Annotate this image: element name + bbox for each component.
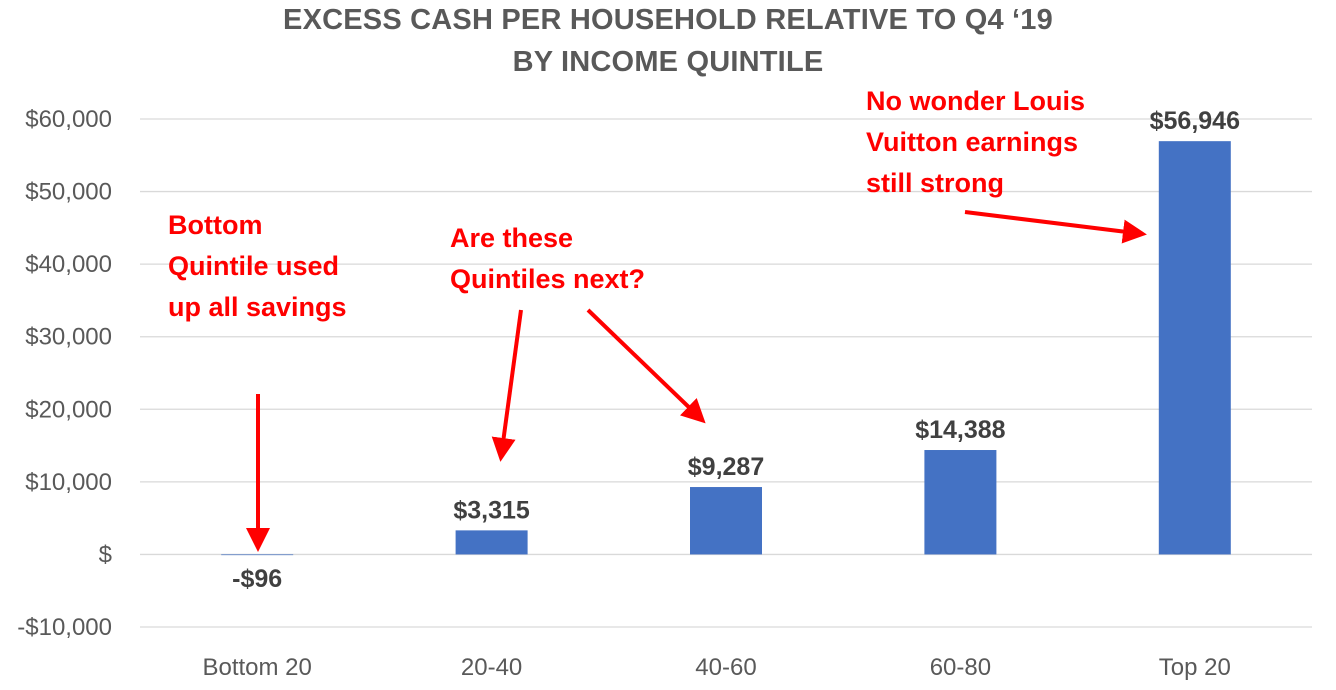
y-tick-label: $60,000 (25, 106, 112, 133)
bar-bottom-20 (221, 554, 294, 556)
y-tick-label: $10,000 (25, 469, 112, 496)
annotation-line: Vuitton earnings (866, 127, 1079, 157)
annotation-top-quintile: No wonder Louis Vuitton earnings still s… (866, 81, 1085, 204)
bar-20-40 (455, 530, 528, 555)
y-tick-label: $50,000 (25, 179, 112, 206)
bar-top-20 (1158, 141, 1231, 555)
annotation-line: Bottom (168, 210, 263, 240)
x-category-label: 20-40 (461, 654, 522, 681)
x-axis-category-labels: Bottom 20 20-40 40-60 60-80 Top 20 (202, 654, 1230, 681)
annotation-arrows (246, 210, 1147, 552)
annotation-bottom-quintile: Bottom Quintile used up all savings (168, 205, 347, 328)
y-tick-label: $30,000 (25, 324, 112, 351)
bars (221, 141, 1231, 556)
annotation-line: still strong (866, 168, 1005, 198)
annotation-line: up all savings (168, 292, 347, 322)
y-axis-tick-labels: -$10,000 $ $10,000 $20,000 $30,000 $40,000 $50… (17, 106, 112, 641)
x-category-label: 60-80 (930, 654, 991, 681)
data-label: -$96 (232, 565, 282, 593)
chart-title-line-1: EXCESS CASH PER HOUSEHOLD RELATIVE TO Q4… (283, 4, 1053, 36)
x-category-label: 40-60 (695, 654, 756, 681)
annotation-line: Quintiles next? (450, 264, 646, 294)
data-label: $9,287 (688, 453, 764, 481)
annotation-middle-quintiles: Are these Quintiles next? (450, 218, 645, 300)
gridlines (140, 118, 1312, 628)
annotation-line: Quintile used (168, 251, 340, 281)
y-tick-label: $40,000 (25, 251, 112, 278)
bar-40-60 (690, 487, 762, 555)
data-labels: -$96 $3,315 $9,287 $14,388 $56,946 (232, 107, 1240, 593)
data-label: $14,388 (915, 416, 1005, 444)
x-category-label: Top 20 (1159, 654, 1231, 681)
arrow-40-60 (586, 308, 706, 424)
annotation-line: Are these (450, 223, 574, 253)
annotation-line: No wonder Louis (866, 86, 1085, 116)
bar-60-80 (924, 450, 997, 555)
data-label: $3,315 (453, 496, 530, 524)
arrow-20-40 (491, 309, 523, 462)
y-tick-label: $20,000 (25, 396, 112, 423)
x-category-label: Bottom 20 (202, 654, 311, 681)
chart-title-line-2: BY INCOME QUINTILE (512, 46, 824, 78)
y-tick-label: -$10,000 (17, 614, 112, 641)
data-label: $56,946 (1150, 107, 1240, 135)
arrow-top-20 (964, 210, 1147, 244)
y-tick-label: $ (99, 541, 112, 568)
